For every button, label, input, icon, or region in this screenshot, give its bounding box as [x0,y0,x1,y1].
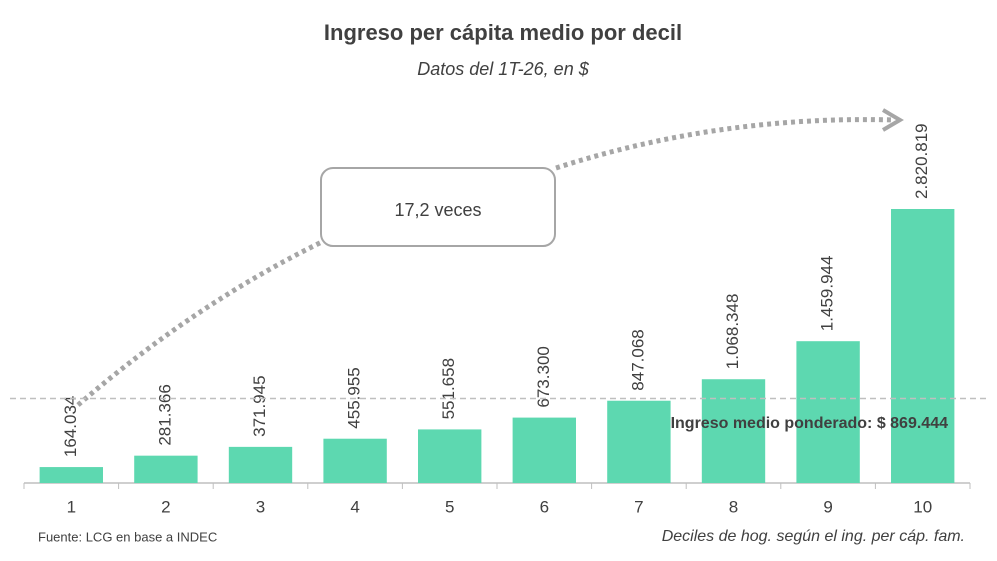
value-label: 2.820.819 [912,123,931,199]
arrow-path [555,117,896,171]
x-tick-label: 8 [729,497,738,516]
value-label: 371.945 [250,375,269,436]
annotation-box [320,167,556,247]
x-tick-label: 4 [350,497,359,516]
x-tick-label: 6 [540,497,549,516]
reference-label: Ingreso medio ponderado: $ 869.444 [671,415,949,432]
bar [796,341,860,483]
x-tick-label: 2 [161,497,170,516]
x-tick-label: 3 [256,497,265,516]
x-tick-label: 10 [913,497,932,516]
value-label: 1.068.348 [723,294,742,370]
x-tick-label: 9 [823,497,832,516]
value-label: 164.034 [61,396,80,457]
x-tick-label: 1 [67,497,76,516]
bar [134,455,198,483]
value-label: 281.366 [155,384,174,445]
bar [891,209,955,483]
value-label: 673.300 [534,346,553,407]
source-note: Fuente: LCG en base a INDEC [38,529,217,544]
bar [607,400,671,483]
bar [512,417,576,483]
bar [418,429,482,483]
chart-subtitle: Datos del 1T-26, en $ [417,59,589,79]
x-tick-label: 7 [634,497,643,516]
annotation: 17,2 veces [394,200,481,220]
value-label: 847.068 [628,329,647,390]
chart-title: Ingreso per cápita medio por decil [324,20,682,45]
bar [39,467,103,483]
value-label: 551.658 [439,358,458,419]
x-axis-label: Deciles de hog. según el ing. per cáp. f… [662,528,965,545]
bar [228,446,293,483]
bar [701,379,766,483]
x-tick-label: 5 [445,497,454,516]
bar [323,438,387,483]
value-label: 1.459.944 [818,256,837,332]
arrow-head [881,108,904,132]
arrow-path [76,235,332,407]
